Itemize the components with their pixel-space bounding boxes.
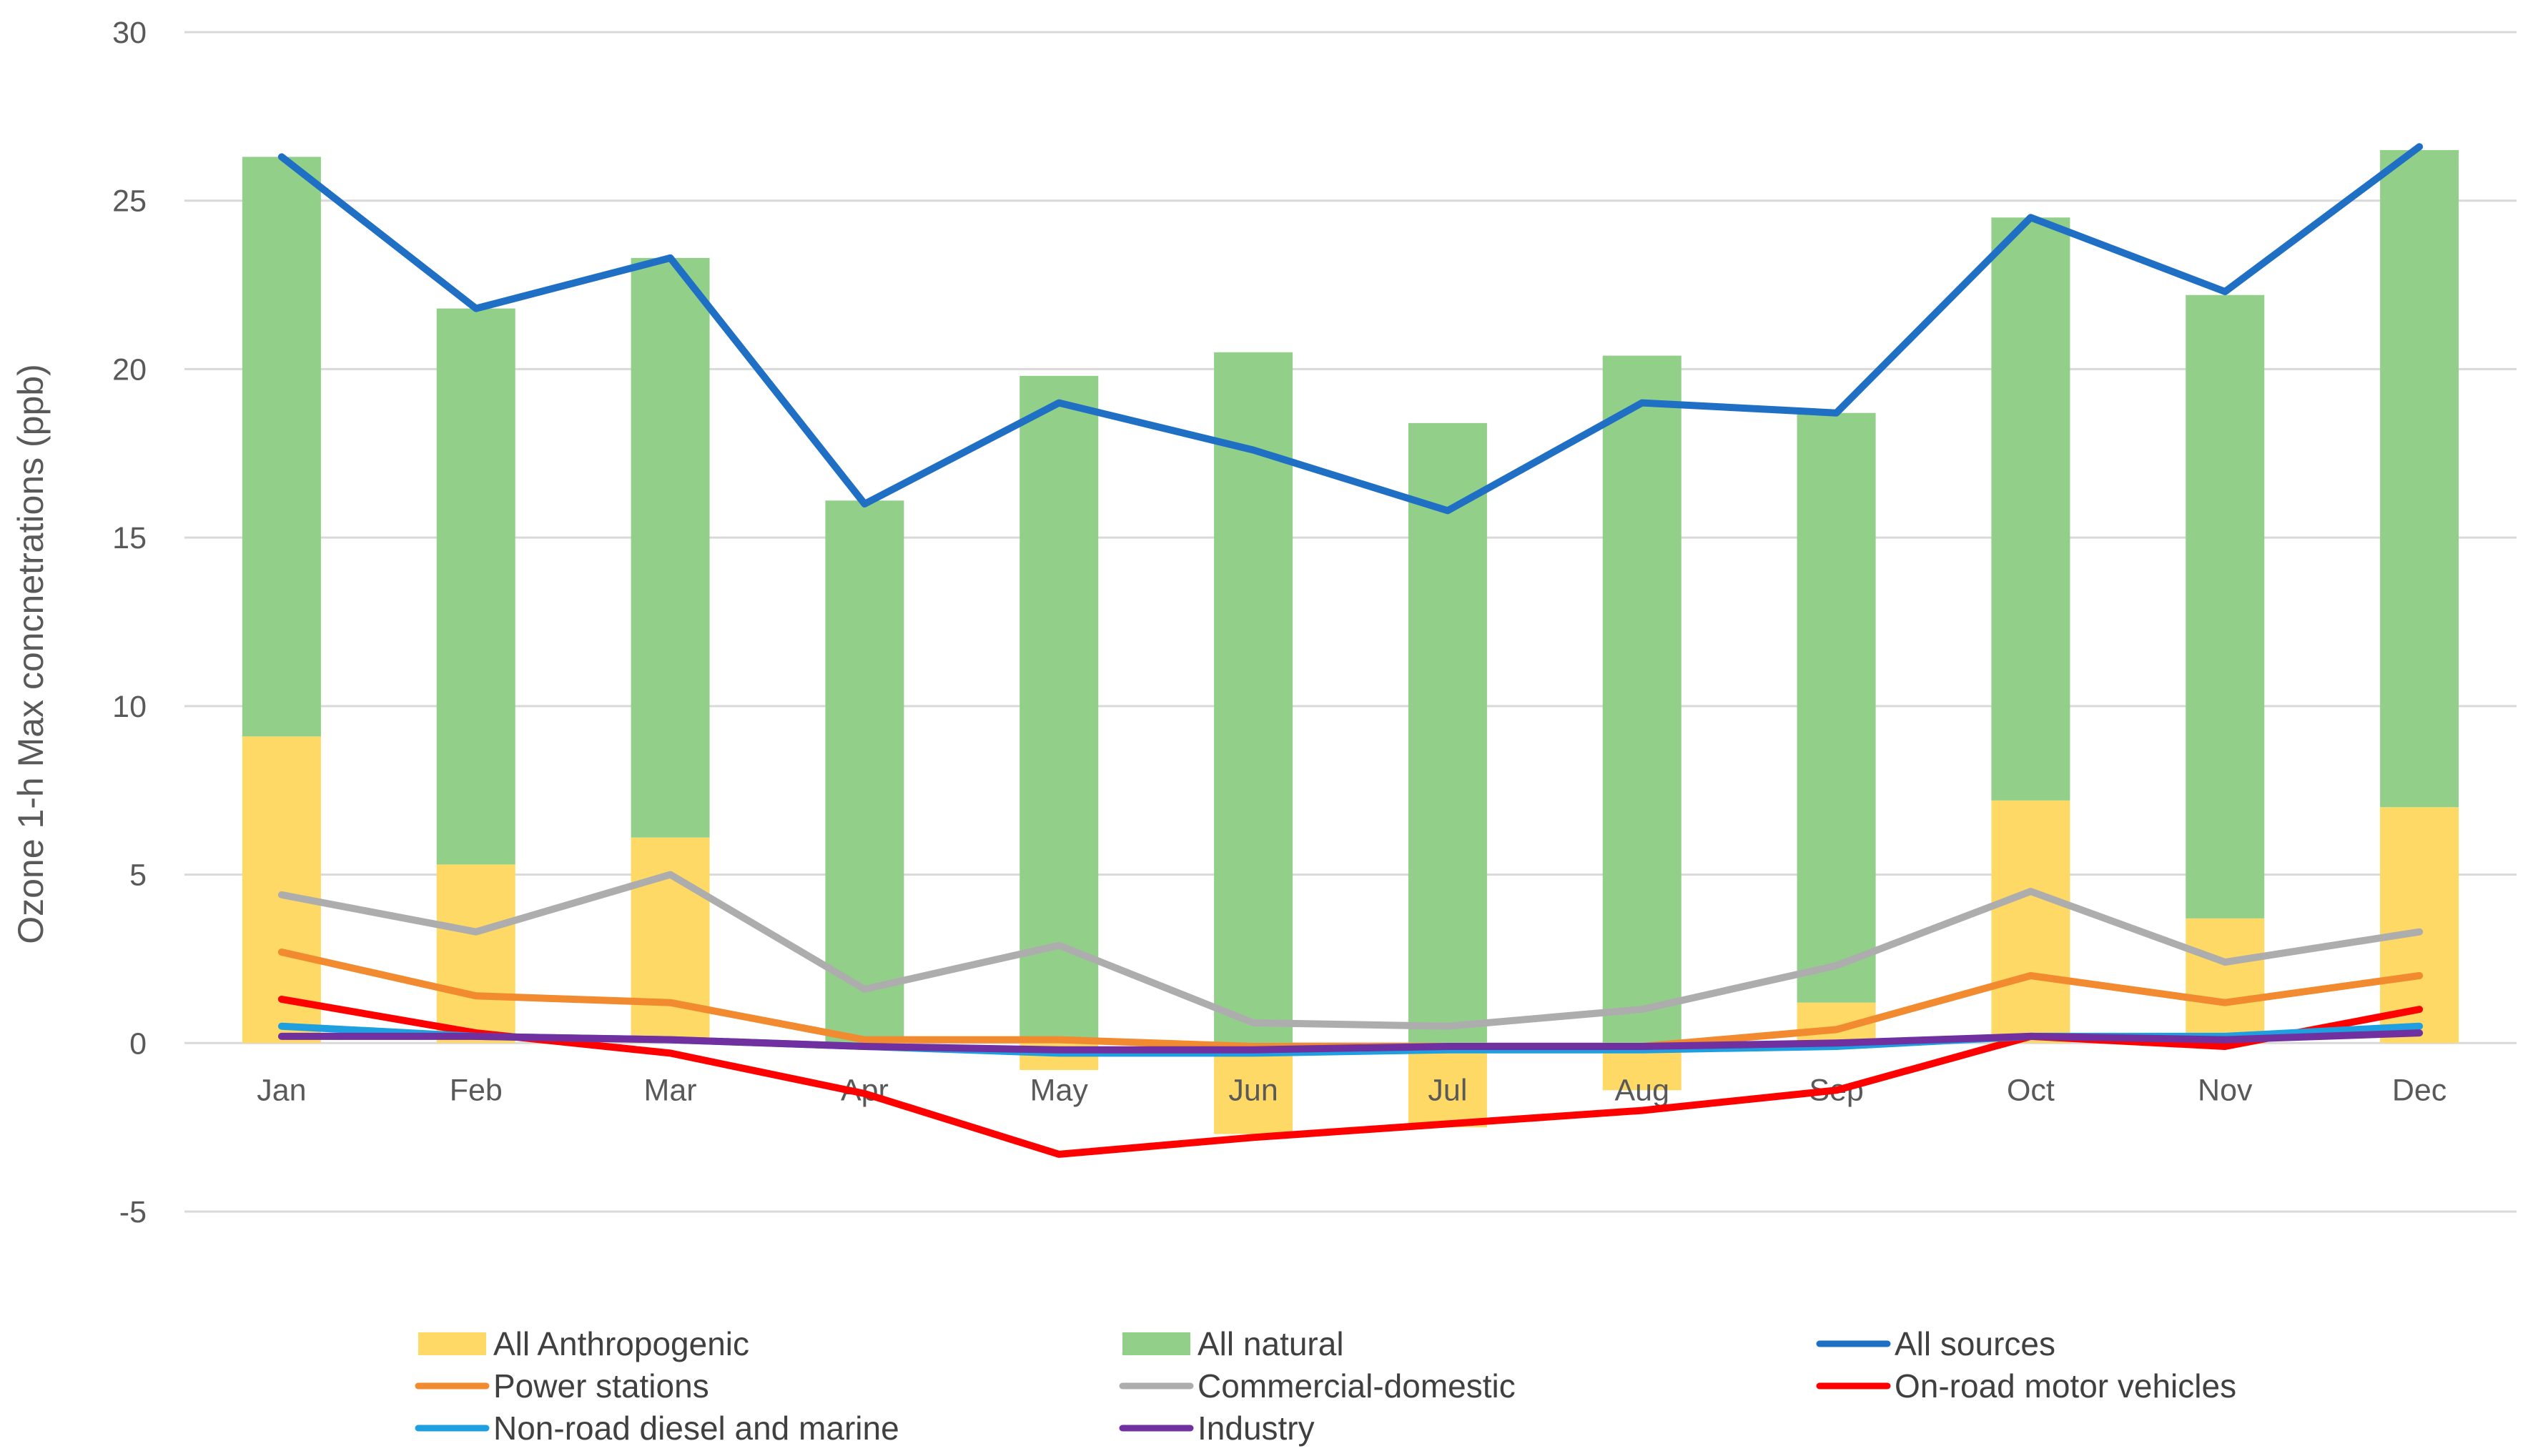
bar-anthropogenic — [2186, 918, 2265, 1044]
bar-natural — [2380, 150, 2459, 808]
bar-natural — [1797, 412, 1876, 1003]
x-tick-label: Nov — [2198, 1073, 2253, 1107]
line-industry — [277, 1029, 2424, 1054]
legend-all-anthropogenic-label: All Anthropogenic — [493, 1325, 749, 1362]
legend-industry-label: Industry — [1198, 1410, 1315, 1447]
legend-all-natural-swatch — [1122, 1332, 1190, 1355]
legend-all-natural-label: All natural — [1198, 1325, 1344, 1362]
bar-anthropogenic — [631, 837, 710, 1044]
bar-natural — [1214, 352, 1293, 1044]
series-lines — [277, 143, 2424, 1158]
x-tick-label: May — [1030, 1073, 1089, 1107]
bar-natural — [436, 308, 515, 865]
bar-anthropogenic — [1991, 800, 2070, 1044]
bar-natural — [631, 257, 710, 838]
bar-anthropogenic — [2380, 807, 2459, 1044]
bar-anthropogenic — [436, 864, 515, 1044]
bar-natural — [2186, 294, 2265, 918]
x-tick-label: Feb — [450, 1073, 503, 1107]
x-tick-label: Jan — [257, 1073, 306, 1107]
bar-natural — [1991, 217, 2070, 801]
bar-natural — [1602, 355, 1682, 1044]
bar-anthropogenic — [242, 736, 321, 1044]
y-tick-label: 20 — [112, 352, 147, 387]
x-tick-label: Jun — [1228, 1073, 1278, 1107]
y-tick-label: 5 — [129, 858, 147, 893]
line-all-sources — [277, 143, 2424, 515]
legend-all-anthropogenic-swatch — [418, 1332, 486, 1355]
y-tick-label: 30 — [112, 16, 147, 50]
y-tick-label: -5 — [119, 1195, 147, 1229]
y-tick-label: 10 — [112, 690, 147, 724]
y-tick-label: 25 — [112, 184, 147, 219]
y-tick-label: 15 — [112, 521, 147, 555]
x-tick-label: Dec — [2392, 1073, 2446, 1107]
line-commercial-domestic — [277, 871, 2424, 1030]
bar-natural — [242, 157, 321, 737]
x-tick-label: Mar — [644, 1073, 697, 1107]
x-tick-label: Aug — [1614, 1073, 1669, 1107]
x-axis-ticks: Jan Feb Mar Apr May Jun Jul Aug Sep Oct Nov Dec — [257, 1073, 2446, 1107]
bar-anthropogenic — [1408, 1043, 1487, 1128]
bar-natural — [1019, 375, 1099, 1044]
x-tick-label: Oct — [2007, 1073, 2055, 1107]
legend: All Anthropogenic All natural All sources P… — [415, 1325, 2236, 1447]
line-power-stations — [277, 949, 2424, 1050]
y-axis-ticks: -5 0 5 10 15 20 25 30 — [112, 16, 147, 1229]
legend-all-sources-label: All sources — [1895, 1325, 2055, 1362]
legend-power-stations-label: Power stations — [493, 1367, 709, 1405]
bar-natural — [825, 500, 904, 1044]
x-tick-label: Jul — [1428, 1073, 1467, 1107]
legend-on-road-motor-vehicles-label: On-road motor vehicles — [1895, 1367, 2236, 1405]
bar-natural — [1408, 422, 1487, 1044]
legend-commercial-domestic-label: Commercial-domestic — [1198, 1367, 1516, 1405]
bar-anthropogenic — [1214, 1043, 1293, 1134]
y-tick-label: 0 — [129, 1026, 147, 1061]
y-axis-title: Ozone 1-h Max concnetrations (ppb) — [11, 364, 51, 944]
legend-non-road-diesel-and-marine-label: Non-road diesel and marine — [493, 1410, 899, 1447]
